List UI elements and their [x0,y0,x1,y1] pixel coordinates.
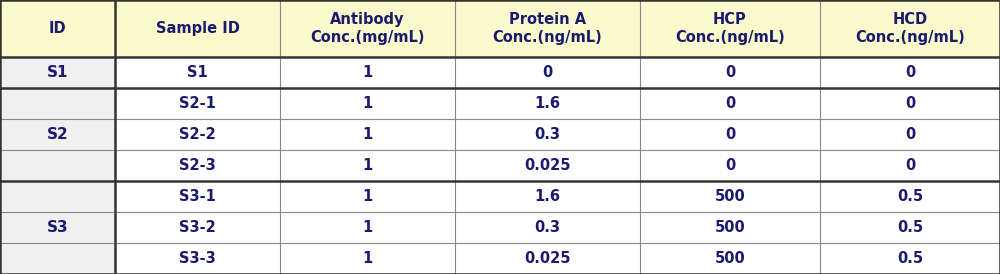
Text: 1: 1 [362,158,373,173]
Bar [0,150,115,181]
Bar [455,0,640,57]
Bar [455,57,640,88]
Bar [115,181,280,212]
Bar [0,119,115,150]
Text: ID: ID [49,21,66,36]
Text: 1: 1 [362,96,373,111]
Bar [640,119,820,150]
Text: 1: 1 [362,189,373,204]
Text: S2-1: S2-1 [179,96,216,111]
Text: S2: S2 [47,127,68,142]
Text: 0: 0 [905,65,915,80]
Bar [0,0,115,57]
Bar [280,0,455,57]
Bar [115,57,280,88]
Text: S1: S1 [47,65,68,80]
Bar [280,150,455,181]
Text: Sample ID: Sample ID [156,21,239,36]
Bar [280,57,455,88]
Text: S2-3: S2-3 [179,158,216,173]
Bar [640,243,820,274]
Text: S3-1: S3-1 [179,189,216,204]
Bar [640,150,820,181]
Bar [455,88,640,119]
Bar [455,212,640,243]
Text: 0: 0 [725,65,735,80]
Bar [455,150,640,181]
Text: S3-2: S3-2 [179,220,216,235]
Bar [115,119,280,150]
Bar [455,243,640,274]
Bar [820,0,1000,57]
Text: 0: 0 [542,65,553,80]
Bar [280,243,455,274]
Bar [0,212,115,243]
Text: S3-3: S3-3 [179,251,216,266]
Text: S2-2: S2-2 [179,127,216,142]
Bar [115,0,280,57]
Bar [820,243,1000,274]
Bar [115,243,280,274]
Text: 0.5: 0.5 [897,251,923,266]
Text: Antibody
Conc.(mg/mL): Antibody Conc.(mg/mL) [310,12,425,45]
Text: HCP
Conc.(ng/mL): HCP Conc.(ng/mL) [675,12,785,45]
Text: 1: 1 [362,65,373,80]
Text: 1: 1 [362,251,373,266]
Text: 0.025: 0.025 [524,158,571,173]
Bar [0,57,115,88]
Bar [0,243,115,274]
Text: 1: 1 [362,220,373,235]
Text: 1.6: 1.6 [534,189,560,204]
Bar [820,88,1000,119]
Bar [820,57,1000,88]
Text: 0: 0 [905,96,915,111]
Text: 0.3: 0.3 [534,127,560,142]
Text: 0: 0 [725,96,735,111]
Bar [115,88,280,119]
Bar [820,181,1000,212]
Text: S3: S3 [47,220,68,235]
Text: S1: S1 [187,65,208,80]
Bar [640,88,820,119]
Bar [640,181,820,212]
Bar [455,119,640,150]
Text: 0.5: 0.5 [897,189,923,204]
Bar [280,88,455,119]
Bar [640,0,820,57]
Bar [820,212,1000,243]
Text: 0.3: 0.3 [534,220,560,235]
Bar [820,150,1000,181]
Bar [280,119,455,150]
Bar [640,57,820,88]
Bar [820,119,1000,150]
Bar [115,150,280,181]
Text: 500: 500 [715,220,745,235]
Bar [280,212,455,243]
Text: 0: 0 [905,127,915,142]
Text: HCD
Conc.(ng/mL): HCD Conc.(ng/mL) [855,12,965,45]
Text: 0: 0 [725,127,735,142]
Bar [455,181,640,212]
Text: 0.025: 0.025 [524,251,571,266]
Bar [640,212,820,243]
Text: 0: 0 [725,158,735,173]
Bar [0,181,115,212]
Text: 0.5: 0.5 [897,220,923,235]
Text: 1.6: 1.6 [534,96,560,111]
Text: 0: 0 [905,158,915,173]
Bar [0,88,115,119]
Bar [280,181,455,212]
Text: Protein A
Conc.(ng/mL): Protein A Conc.(ng/mL) [493,12,602,45]
Bar [115,212,280,243]
Text: 1: 1 [362,127,373,142]
Text: 500: 500 [715,251,745,266]
Text: 500: 500 [715,189,745,204]
